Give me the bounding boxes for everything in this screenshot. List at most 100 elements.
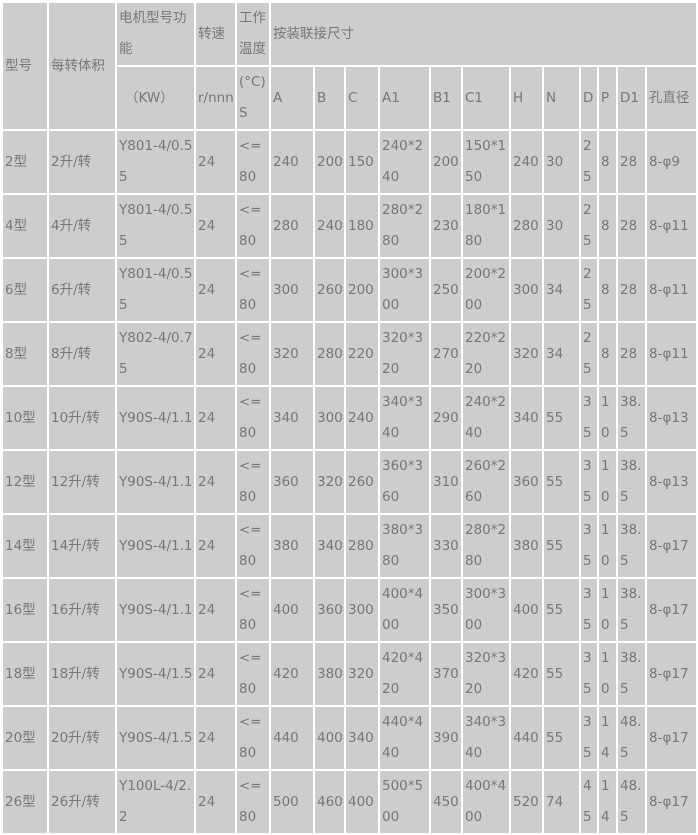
table-cell: 26型 [1, 769, 49, 835]
table-cell: 420 [509, 641, 544, 707]
table-cell: 35 [579, 385, 599, 451]
table-cell: 24 [194, 129, 237, 195]
table-row: 4型 4升/转 Y801-4/0.55 24 <=80 280 240 180 280*280 2… [1, 193, 698, 259]
table-cell: Y801-4/0.55 [115, 129, 196, 195]
table-cell: 440 [509, 705, 544, 771]
header-dim-6: H [509, 65, 544, 131]
table-row: 20型 20升/转 Y90S-4/1.5 24 <=80 440 400 340 440*440… [1, 705, 698, 771]
header-dim-7: N [542, 65, 581, 131]
table-cell: 150 [344, 129, 380, 195]
table-cell: 10 [597, 513, 618, 579]
table-cell: 28 [616, 193, 647, 259]
table-cell: 200 [429, 129, 463, 195]
table-cell: 35 [579, 513, 599, 579]
table-row: 10型 10升/转 Y90S-4/1.1 24 <=80 340 300 240 340*340… [1, 385, 698, 451]
header-dim-4: B1 [429, 65, 463, 131]
table-cell: 450 [429, 769, 463, 835]
table-cell: 28 [616, 321, 647, 387]
table-cell: 280 [344, 513, 380, 579]
table-cell: 260*260 [461, 449, 511, 515]
table-cell: 420*420 [378, 641, 431, 707]
table-cell: 340*340 [378, 385, 431, 451]
table-cell: 8-φ17 [644, 513, 698, 579]
table-cell: 440*440 [378, 705, 431, 771]
table-cell: 55 [542, 705, 581, 771]
table-cell: 24 [194, 577, 237, 643]
header-temp-unit: (°C)S [235, 65, 271, 131]
table-cell: 6升/转 [47, 257, 117, 323]
table-cell: 35 [579, 449, 599, 515]
table-cell: 30 [542, 193, 581, 259]
table-cell: 25 [579, 321, 599, 387]
table-cell: 280*280 [378, 193, 431, 259]
table-cell: 230 [429, 193, 463, 259]
table-cell: 25 [579, 193, 599, 259]
table-cell: 28 [616, 129, 647, 195]
table-cell: 55 [542, 449, 581, 515]
table-cell: 26升/转 [47, 769, 117, 835]
table-cell: 340 [313, 513, 346, 579]
header-volume: 每转体积 [47, 1, 117, 131]
table-cell: Y90S-4/1.1 [115, 449, 196, 515]
table-cell: 340*340 [461, 705, 511, 771]
table-cell: 8-φ17 [644, 577, 698, 643]
table-row: 6型 6升/转 Y801-4/0.55 24 <=80 300 260 200 300*300 2… [1, 257, 698, 323]
table-cell: 240 [313, 193, 346, 259]
table-cell: 360*360 [378, 449, 431, 515]
table-cell: 250 [429, 257, 463, 323]
table-cell: 200 [344, 257, 380, 323]
table-cell: 8-φ11 [644, 193, 698, 259]
table-cell: 18升/转 [47, 641, 117, 707]
header-model: 型号 [1, 1, 49, 131]
table-cell: 55 [542, 513, 581, 579]
table-cell: 500*500 [378, 769, 431, 835]
table-cell: 55 [542, 641, 581, 707]
table-cell: <=80 [235, 257, 271, 323]
table-cell: <=80 [235, 449, 271, 515]
table-cell: 330 [429, 513, 463, 579]
table-cell: 240 [344, 385, 380, 451]
table-cell: 34 [542, 257, 581, 323]
table-cell: 8-φ11 [644, 321, 698, 387]
table-cell: 6型 [1, 257, 49, 323]
table-cell: Y801-4/0.55 [115, 257, 196, 323]
table-cell: 8-φ17 [644, 705, 698, 771]
table-cell: 180*180 [461, 193, 511, 259]
table-cell: 380 [313, 641, 346, 707]
table-cell: 240*240 [378, 129, 431, 195]
table-cell: 35 [579, 577, 599, 643]
table-cell: 12型 [1, 449, 49, 515]
table-row: 26型 26升/转 Y100L-4/2.2 24 <=80 500 460 400 500*50… [1, 769, 698, 835]
table-cell: 38.5 [616, 641, 647, 707]
table-cell: 8-φ11 [644, 257, 698, 323]
table-cell: 380 [269, 513, 315, 579]
table-cell: <=80 [235, 321, 271, 387]
table-row: 8型 8升/转 Y802-4/0.75 24 <=80 320 280 220 320*320 2… [1, 321, 698, 387]
table-cell: 38.5 [616, 577, 647, 643]
table-cell: 300 [509, 257, 544, 323]
table-cell: 350 [429, 577, 463, 643]
table-cell: Y90S-4/1.1 [115, 577, 196, 643]
table-cell: 10 [597, 385, 618, 451]
table-cell: 8升/转 [47, 321, 117, 387]
table-cell: 300*300 [461, 577, 511, 643]
table-cell: 420 [269, 641, 315, 707]
table-cell: 48.5 [616, 705, 647, 771]
table-cell: 320*320 [378, 321, 431, 387]
header-row: 型号 每转体积 电机型号功能 转速 工作温度 按装联接尺寸 [1, 1, 698, 131]
header-row-units: （KW） r/nnn (°C)S A B C A1 B1 C1 H N D P D1 孔直径 [2, 65, 698, 131]
table-cell: 240*240 [461, 385, 511, 451]
table-cell: 220*220 [461, 321, 511, 387]
table-cell: 380 [509, 513, 544, 579]
table-cell: Y802-4/0.75 [115, 321, 196, 387]
table-cell: 24 [194, 641, 237, 707]
table-cell: 200*200 [461, 257, 511, 323]
table-cell: 10型 [1, 385, 49, 451]
table-cell: 300 [269, 257, 315, 323]
table-cell: 38.5 [616, 449, 647, 515]
table-cell: 180 [344, 193, 380, 259]
table-cell: 400*400 [378, 577, 431, 643]
table-cell: 8-φ13 [644, 449, 698, 515]
table-cell: 8型 [1, 321, 49, 387]
